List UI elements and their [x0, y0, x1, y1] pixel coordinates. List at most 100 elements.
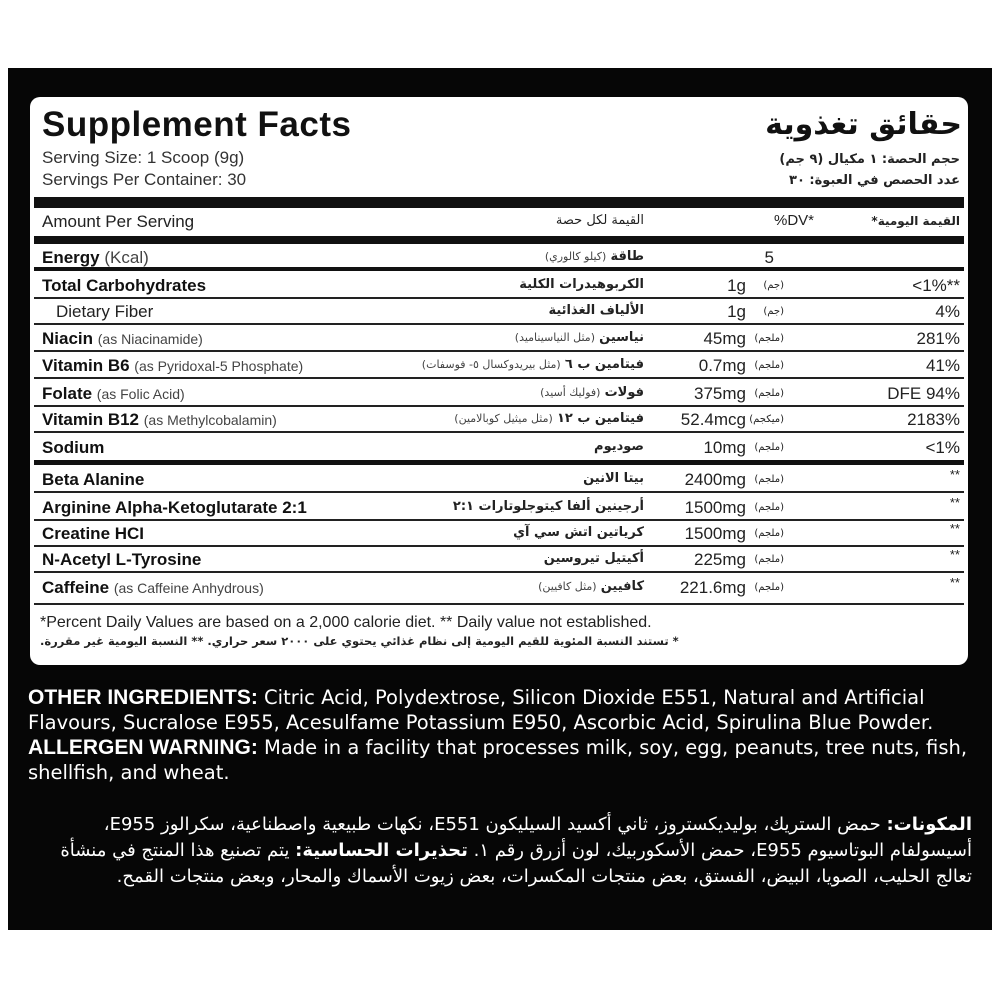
- nutrient-name-arabic: أرجينين ألفا كيتوجلوتارات ٢:١: [453, 499, 644, 514]
- nutrient-name-arabic: الكربوهيدرات الكلية: [519, 277, 644, 292]
- nutrient-name: Niacin (as Niacinamide): [42, 329, 203, 349]
- nutrient-label-arabic: كافيين: [600, 579, 644, 594]
- nutrient-source: (as Niacinamide): [97, 331, 203, 347]
- nutrient-unit-arabic: (ملجم): [754, 388, 784, 399]
- nutrient-label: Arginine Alpha-Ketoglutarate 2:1: [42, 498, 307, 517]
- nutrient-unit-arabic: (ملجم): [754, 528, 784, 539]
- nutrient-label-arabic: نياسين: [599, 330, 644, 345]
- nutrient-row: Vitamin B6 (as Pyridoxal-5 Phosphate) فيت…: [34, 353, 964, 379]
- ingredients-text-arabic: حمض الستريك، بوليديكستروز، ثاني أكسيد ال…: [103, 814, 972, 861]
- nutrient-label-arabic: أرجينين ألفا كيتوجلوتارات ٢:١: [452, 499, 644, 514]
- nutrient-name: Total Carbohydrates: [42, 276, 206, 296]
- nutrient-source-arabic: (كيلو كالوري): [544, 250, 607, 263]
- nutrient-amount: 52.4mcg: [680, 410, 746, 429]
- nutrient-daily-value: **: [949, 547, 960, 562]
- nutrient-name: Vitamin B12 (as Methylcobalamin): [42, 410, 277, 430]
- nutrient-row: N-Acetyl L-Tyrosine أكيتيل تيروسين 225mg…: [34, 547, 964, 573]
- nutrient-source-arabic: (مثل كافيين): [538, 580, 597, 593]
- allergen-text-arabic: يتم تصنيع هذا المنتج في منشأة تعالج الحل…: [60, 840, 972, 887]
- nutrient-amount: 1g: [727, 302, 746, 321]
- allergen-label-arabic: تحذيرات الحساسية:: [295, 840, 468, 861]
- nutrient-unit-arabic: (ملجم): [754, 582, 784, 593]
- nutrient-amount: 5: [764, 248, 774, 267]
- nutrient-row: Dietary Fiber الألياف الغذائية 1g (جم) 4%: [34, 299, 964, 325]
- nutrient-row: Energy (Kcal) طاقة (كيلو كالوري) 5: [34, 245, 964, 271]
- nutrient-label-arabic: الألياف الغذائية: [548, 303, 644, 318]
- dv-header-arabic: القيمة اليومية*: [871, 214, 960, 228]
- nutrient-daily-value: **: [949, 521, 960, 536]
- nutrient-label-arabic: فيتامين ب ١٢: [556, 411, 644, 426]
- nutrient-name: Dietary Fiber: [42, 302, 153, 322]
- nutrient-name-arabic: كرياتين اتش سي آي: [513, 525, 644, 540]
- divider-thick: [34, 236, 964, 244]
- nutrient-label: Caffeine: [42, 578, 110, 597]
- nutrient-amount: 1g: [727, 276, 746, 295]
- nutrient-label: Creatine HCI: [42, 524, 145, 543]
- nutrient-amount: 10mg: [703, 438, 746, 457]
- servings-per-container: Servings Per Container: 30: [42, 170, 247, 189]
- nutrient-label-arabic: فولات: [604, 385, 644, 400]
- nutrient-daily-value: 4%: [935, 302, 960, 321]
- ingredients-text: Citric Acid, Polydextrose, Silicon Dioxi…: [28, 686, 934, 734]
- column-header-row: Amount Per Serving القيمة لكل حصة %DV* ا…: [34, 209, 964, 235]
- nutrient-source-arabic: (مثل ميثيل كوبالامين): [454, 412, 553, 425]
- nutrient-name: Vitamin B6 (as Pyridoxal-5 Phosphate): [42, 356, 303, 376]
- nutrient-name-arabic: أكيتيل تيروسين: [544, 551, 644, 566]
- nutrient-name: N-Acetyl L-Tyrosine: [42, 550, 201, 570]
- nutrient-name-arabic: فولات (فوليك أسيد): [540, 385, 644, 400]
- nutrient-unit-arabic: (جم): [763, 306, 784, 317]
- nutrient-unit-arabic: (ملجم): [754, 502, 784, 513]
- nutrient-amount: 375mg: [694, 384, 746, 403]
- footnote: *Percent Daily Values are based on a 2,0…: [40, 614, 652, 631]
- nutrient-amount: 221.6mg: [679, 578, 746, 597]
- nutrient-source: (Kcal): [104, 248, 149, 267]
- other-ingredients-arabic: المكونات: حمض الستريك، بوليديكستروز، ثان…: [28, 812, 972, 890]
- nutrient-row: Beta Alanine بيتا الانين 2400mg (ملجم) **: [34, 467, 964, 493]
- nutrient-label-arabic: بيتا الانين: [583, 471, 644, 486]
- nutrient-name: Creatine HCI: [42, 524, 144, 544]
- nutrient-amount: 225mg: [694, 550, 746, 569]
- dv-header: %DV*: [773, 212, 814, 229]
- nutrient-name-arabic: الألياف الغذائية: [548, 303, 644, 318]
- nutrient-source-arabic: (مثل النياسيناميد): [514, 331, 595, 344]
- nutrient-label: Total Carbohydrates: [42, 276, 207, 295]
- footnote-arabic: * تستند النسبة المئوية للقيم اليومية إلى…: [40, 634, 679, 648]
- nutrient-source: (as Folic Acid): [96, 386, 185, 402]
- nutrient-daily-value: **: [949, 467, 960, 482]
- nutrient-label: Beta Alanine: [42, 470, 145, 489]
- nutrient-name: Energy (Kcal): [42, 248, 149, 268]
- nutrient-amount: 45mg: [703, 329, 746, 348]
- nutrient-unit-arabic: (ملجم): [754, 442, 784, 453]
- nutrient-name: Beta Alanine: [42, 470, 144, 490]
- nutrient-row: Creatine HCI كرياتين اتش سي آي 1500mg (مل…: [34, 521, 964, 547]
- nutrient-label-arabic: فيتامين ب ٦: [564, 357, 644, 372]
- nutrient-label: Folate: [42, 384, 93, 403]
- nutrient-unit-arabic: (ملجم): [754, 474, 784, 485]
- nutrient-daily-value: 41%: [925, 356, 960, 375]
- nutrient-name-arabic: بيتا الانين: [583, 471, 644, 486]
- nutrient-unit-arabic: (ملجم): [754, 360, 784, 371]
- nutrient-row: Arginine Alpha-Ketoglutarate 2:1 أرجينين…: [34, 495, 964, 521]
- nutrient-amount: 1500mg: [684, 524, 746, 543]
- nutrient-daily-value: 281%: [916, 329, 960, 348]
- nutrient-row: Folate (as Folic Acid) فولات (فوليك أسيد)…: [34, 381, 964, 407]
- nutrient-daily-value: 2183%: [907, 410, 960, 429]
- nutrient-source: (as Caffeine Anhydrous): [113, 580, 264, 596]
- nutrient-name: Sodium: [42, 438, 104, 458]
- servings-per-container-arabic: عدد الحصص في العبوة: ٣٠: [789, 173, 960, 188]
- allergen-label: ALLERGEN WARNING:: [28, 736, 258, 759]
- nutrient-row: Total Carbohydrates الكربوهيدرات الكلية …: [34, 273, 964, 299]
- nutrient-name: Caffeine (as Caffeine Anhydrous): [42, 578, 264, 598]
- nutrient-name: Folate (as Folic Acid): [42, 384, 185, 404]
- nutrient-daily-value: <1%**: [912, 276, 960, 295]
- nutrient-unit-arabic: (ملجم): [754, 554, 784, 565]
- nutrient-label: Vitamin B6: [42, 356, 130, 375]
- amount-header: Amount Per Serving: [42, 212, 195, 231]
- serving-size: Serving Size: 1 Scoop (9g): [42, 148, 245, 167]
- nutrient-label: N-Acetyl L-Tyrosine: [42, 550, 202, 569]
- nutrient-row: Niacin (as Niacinamide) نياسين (مثل النيا…: [34, 326, 964, 352]
- amount-header-arabic: القيمة لكل حصة: [555, 213, 644, 228]
- nutrient-daily-value: <1%: [925, 438, 961, 457]
- supplement-facts-panel: Supplement Facts حقائق تغذوية Serving Si…: [30, 97, 968, 665]
- title: Supplement Facts: [42, 105, 352, 144]
